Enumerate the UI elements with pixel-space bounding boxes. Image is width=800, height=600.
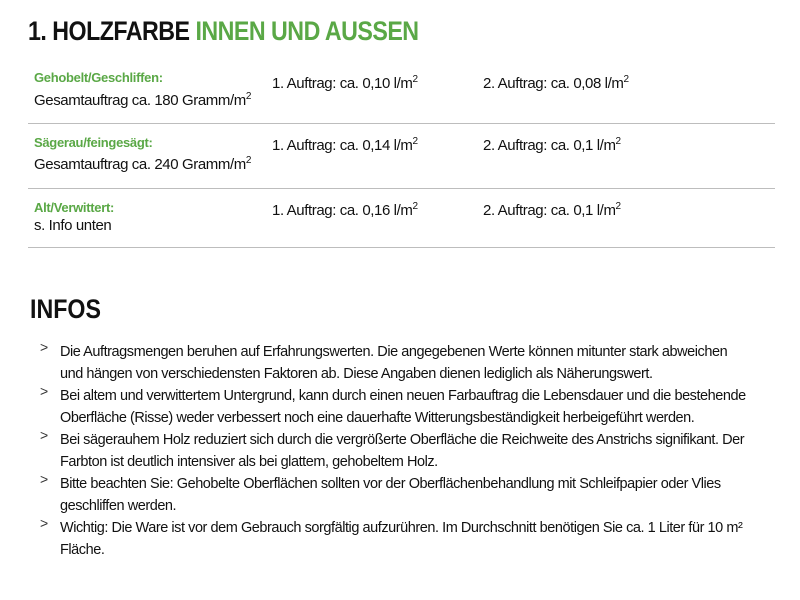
second-coat: 2. Auftrag: ca. 0,08 l/m2	[483, 74, 629, 92]
table-row: Sägerau/feingesägt: Gesamtauftrag ca. 24…	[28, 124, 775, 189]
chevron-right-icon: >	[40, 383, 49, 399]
info-text-line: geschliffen werden.	[60, 498, 177, 514]
first-coat: 1. Auftrag: ca. 0,14 l/m2	[272, 136, 418, 154]
list-item: > Wichtig: Die Ware ist vor dem Gebrauch …	[40, 515, 746, 561]
info-text-line: und hängen von verschiedensten Faktoren …	[60, 366, 653, 382]
info-text-line: Bei sägerauhem Holz reduziert sich durch…	[60, 432, 745, 448]
title-prefix: 1. HOLZFARBE	[28, 16, 190, 46]
row-label: Gehobelt/Geschliffen:	[34, 70, 163, 85]
info-text-line: Farbton ist deutlich intensiver als bei …	[60, 454, 438, 470]
second-coat: 2. Auftrag: ca. 0,1 l/m2	[483, 136, 621, 154]
page-title: 1. HOLZFARBE INNEN UND AUSSEN	[28, 16, 419, 47]
info-text-line: Wichtig: Die Ware ist vor dem Gebrauch s…	[60, 520, 743, 536]
chevron-right-icon: >	[40, 515, 49, 531]
info-text-line: Die Auftragsmengen beruhen auf Erfahrung…	[60, 344, 728, 360]
row-subtext: Gesamtauftrag ca. 240 Gramm/m2	[34, 155, 251, 173]
list-item: > Bitte beachten Sie: Gehobelte Oberfläch…	[40, 471, 746, 517]
second-coat: 2. Auftrag: ca. 0,1 l/m2	[483, 201, 621, 219]
info-text-line: Oberfläche (Risse) weder verbessert noch…	[60, 410, 695, 426]
chevron-right-icon: >	[40, 339, 49, 355]
info-text-line: Bei altem und verwittertem Untergrund, k…	[60, 388, 746, 404]
row-label: Sägerau/feingesägt:	[34, 135, 153, 150]
info-list: > Die Auftragsmengen beruhen auf Erfahrun…	[40, 339, 746, 561]
infos-heading: INFOS	[30, 294, 101, 324]
row-label: Alt/Verwittert:	[34, 200, 115, 215]
row-subtext: Gesamtauftrag ca. 180 Gramm/m2	[34, 91, 251, 109]
info-text-line: Bitte beachten Sie: Gehobelte Oberfläche…	[60, 476, 721, 492]
title-highlight: INNEN UND AUSSEN	[195, 16, 419, 46]
list-item: > Die Auftragsmengen beruhen auf Erfahrun…	[40, 339, 746, 385]
first-coat: 1. Auftrag: ca. 0,10 l/m2	[272, 74, 418, 92]
first-coat: 1. Auftrag: ca. 0,16 l/m2	[272, 201, 418, 219]
list-item: > Bei sägerauhem Holz reduziert sich durc…	[40, 427, 746, 473]
table-row: Alt/Verwittert: s. Info unten 1. Auftrag…	[28, 189, 775, 248]
row-subtext: s. Info unten	[34, 217, 112, 234]
chevron-right-icon: >	[40, 427, 49, 443]
table-row: Gehobelt/Geschliffen: Gesamtauftrag ca. …	[28, 62, 775, 124]
chevron-right-icon: >	[40, 471, 49, 487]
info-text-line: Fläche.	[60, 542, 105, 558]
list-item: > Bei altem und verwittertem Untergrund, …	[40, 383, 746, 429]
